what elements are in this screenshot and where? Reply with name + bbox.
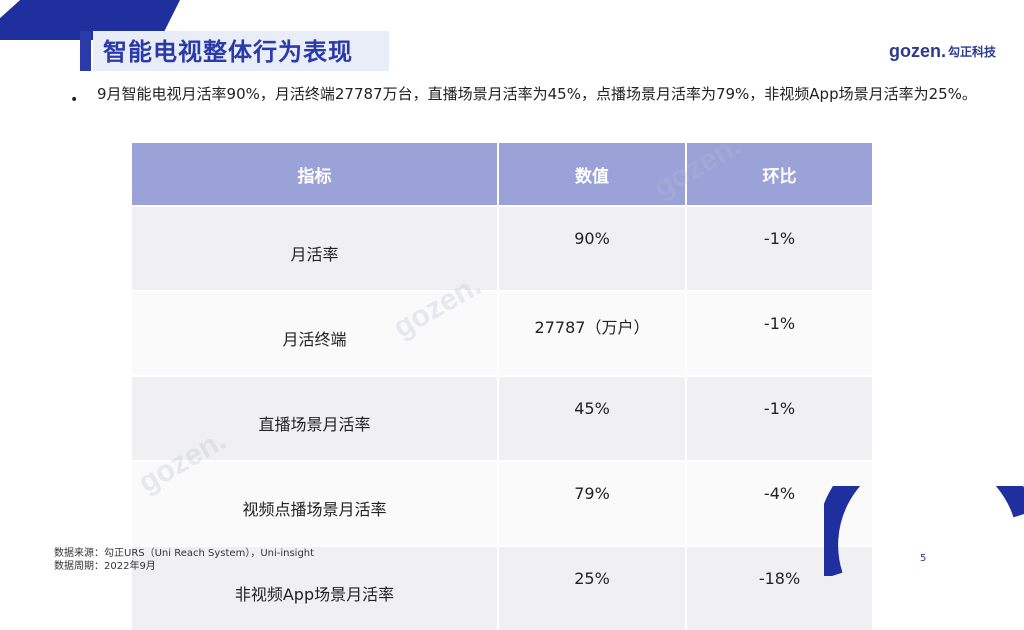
metric-cell: 月活率 — [132, 205, 499, 291]
data-source: 数据来源：勾正URS（Uni Reach System），Uni-insight — [54, 548, 315, 559]
data-period: 数据周期：2022年9月 — [54, 561, 156, 572]
company-logo: gozen. 勾正科技 — [889, 40, 996, 62]
logo-mark: gozen. — [888, 40, 946, 61]
mom-cell: -1% — [686, 205, 872, 291]
metric-cell: 月活终端 — [132, 290, 499, 376]
value-cell: 45% — [498, 375, 687, 461]
value-cell: 25% — [498, 545, 687, 630]
footnote: 数据来源：勾正URS（Uni Reach System），Uni-insight… — [54, 547, 314, 573]
table-row: 月活率 90% -1% — [132, 205, 872, 291]
table-row: 视频点播场景月活率 79% -4% — [132, 460, 872, 546]
title-accent — [80, 31, 91, 71]
mom-cell: -1% — [686, 290, 872, 376]
logo-text: 勾正科技 — [947, 44, 996, 59]
value-cell: 79% — [498, 460, 687, 546]
metric-cell: 直播场景月活率 — [132, 375, 499, 461]
table-header-row: 指标 数值 环比 — [132, 143, 872, 206]
title-bar — [93, 31, 389, 71]
page-title: 智能电视整体行为表现 — [103, 38, 353, 66]
mom-cell: -1% — [686, 375, 872, 461]
column-header-value: 数值 — [498, 143, 687, 206]
page-number: 5 — [920, 553, 927, 564]
metric-cell: 视频点播场景月活率 — [132, 460, 499, 546]
corner-arc-decoration — [824, 486, 1024, 576]
column-header-metric: 指标 — [132, 143, 499, 206]
table-row: 直播场景月活率 45% -1% — [132, 375, 872, 461]
summary-text: 9月智能电视月活率90%，月活终端27787万台，直播场景月活率为45%，点播场… — [97, 85, 977, 103]
bullet-marker: • — [70, 92, 79, 108]
value-cell: 90% — [498, 205, 687, 291]
corner-decoration — [0, 0, 180, 40]
column-header-mom: 环比 — [686, 143, 872, 206]
value-cell: 27787（万户） — [498, 290, 687, 376]
table-row: 月活终端 27787（万户） -1% — [132, 290, 872, 376]
